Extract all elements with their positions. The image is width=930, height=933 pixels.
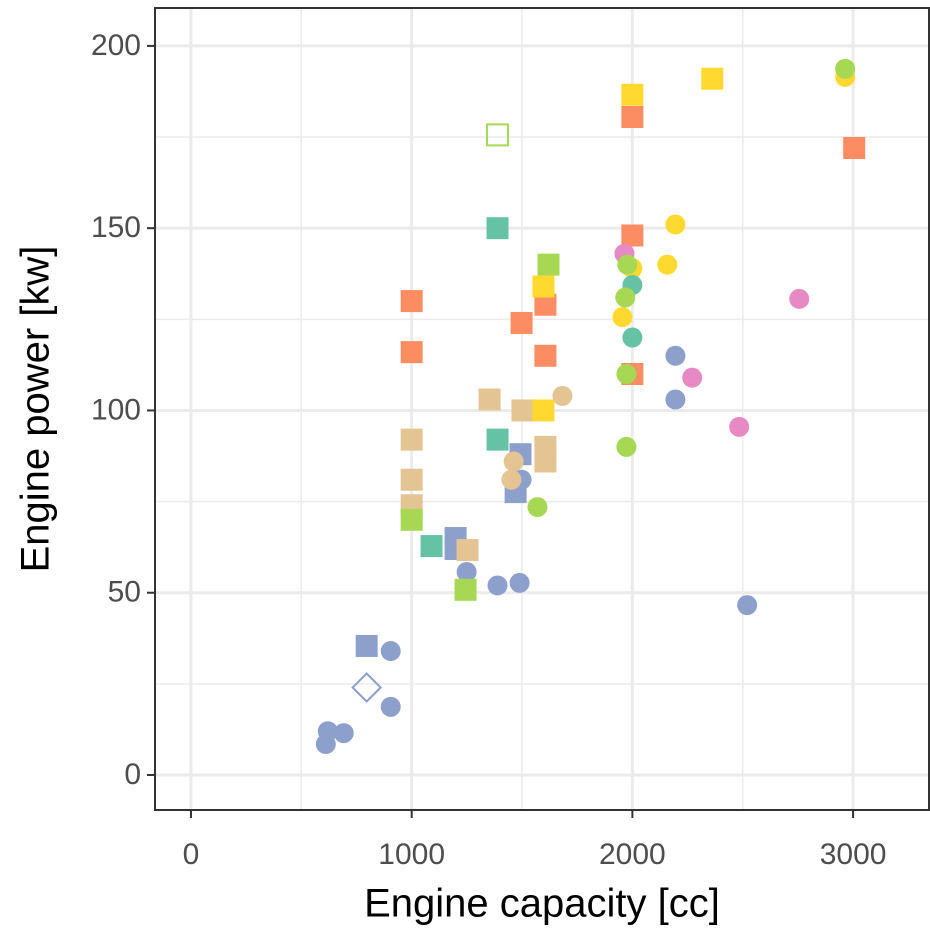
point bbox=[478, 388, 501, 411]
point bbox=[317, 721, 338, 742]
point bbox=[510, 311, 533, 334]
point bbox=[621, 224, 644, 247]
point bbox=[612, 307, 633, 328]
point bbox=[380, 696, 401, 717]
point bbox=[617, 254, 638, 275]
point bbox=[729, 416, 750, 437]
point bbox=[616, 436, 637, 457]
x-axis-title: Engine capacity [cc] bbox=[364, 882, 720, 926]
point bbox=[351, 672, 383, 703]
point bbox=[487, 575, 508, 596]
panel-border bbox=[154, 7, 930, 811]
point bbox=[380, 641, 401, 662]
point bbox=[534, 293, 557, 316]
point bbox=[552, 385, 573, 406]
x-tick-label: 1000 bbox=[378, 838, 445, 871]
point bbox=[534, 344, 557, 367]
point bbox=[616, 364, 637, 385]
point bbox=[486, 123, 510, 147]
point bbox=[333, 723, 354, 744]
point bbox=[835, 58, 856, 79]
point bbox=[537, 253, 560, 276]
x-tick-label: 3000 bbox=[820, 838, 887, 871]
point bbox=[355, 634, 378, 657]
point bbox=[420, 535, 443, 558]
point bbox=[682, 367, 703, 388]
y-tick-label: 0 bbox=[124, 758, 141, 791]
point bbox=[400, 428, 423, 451]
point bbox=[503, 451, 524, 472]
point bbox=[454, 578, 477, 601]
axes: 0 1000 2000 3000 0 50 100 150 200 bbox=[91, 29, 887, 871]
point bbox=[509, 572, 530, 593]
point bbox=[665, 389, 686, 410]
point bbox=[621, 83, 644, 106]
y-tick-label: 200 bbox=[91, 29, 141, 62]
point bbox=[657, 254, 678, 275]
point bbox=[486, 217, 509, 240]
point bbox=[665, 214, 686, 235]
y-axis-title: Engine power [kw] bbox=[14, 246, 58, 573]
point bbox=[400, 468, 423, 491]
point bbox=[789, 288, 810, 309]
point bbox=[501, 469, 522, 490]
point bbox=[535, 451, 556, 472]
point bbox=[527, 497, 548, 518]
point bbox=[615, 287, 636, 308]
point bbox=[621, 105, 644, 128]
point bbox=[456, 561, 477, 582]
x-tick-label: 2000 bbox=[599, 838, 666, 871]
marks bbox=[315, 58, 866, 755]
point bbox=[400, 290, 423, 313]
y-tick-label: 150 bbox=[91, 211, 141, 244]
point bbox=[665, 345, 686, 366]
point bbox=[622, 327, 643, 348]
point bbox=[456, 539, 479, 562]
x-tick-label: 0 bbox=[183, 838, 200, 871]
point bbox=[737, 595, 758, 616]
point bbox=[400, 508, 423, 531]
y-tick-label: 100 bbox=[91, 393, 141, 426]
point bbox=[532, 275, 555, 298]
point bbox=[511, 399, 534, 422]
y-tick-label: 50 bbox=[108, 576, 141, 609]
point bbox=[486, 428, 509, 451]
point bbox=[843, 136, 866, 159]
point bbox=[532, 399, 555, 422]
point bbox=[701, 67, 724, 90]
point bbox=[400, 341, 423, 364]
